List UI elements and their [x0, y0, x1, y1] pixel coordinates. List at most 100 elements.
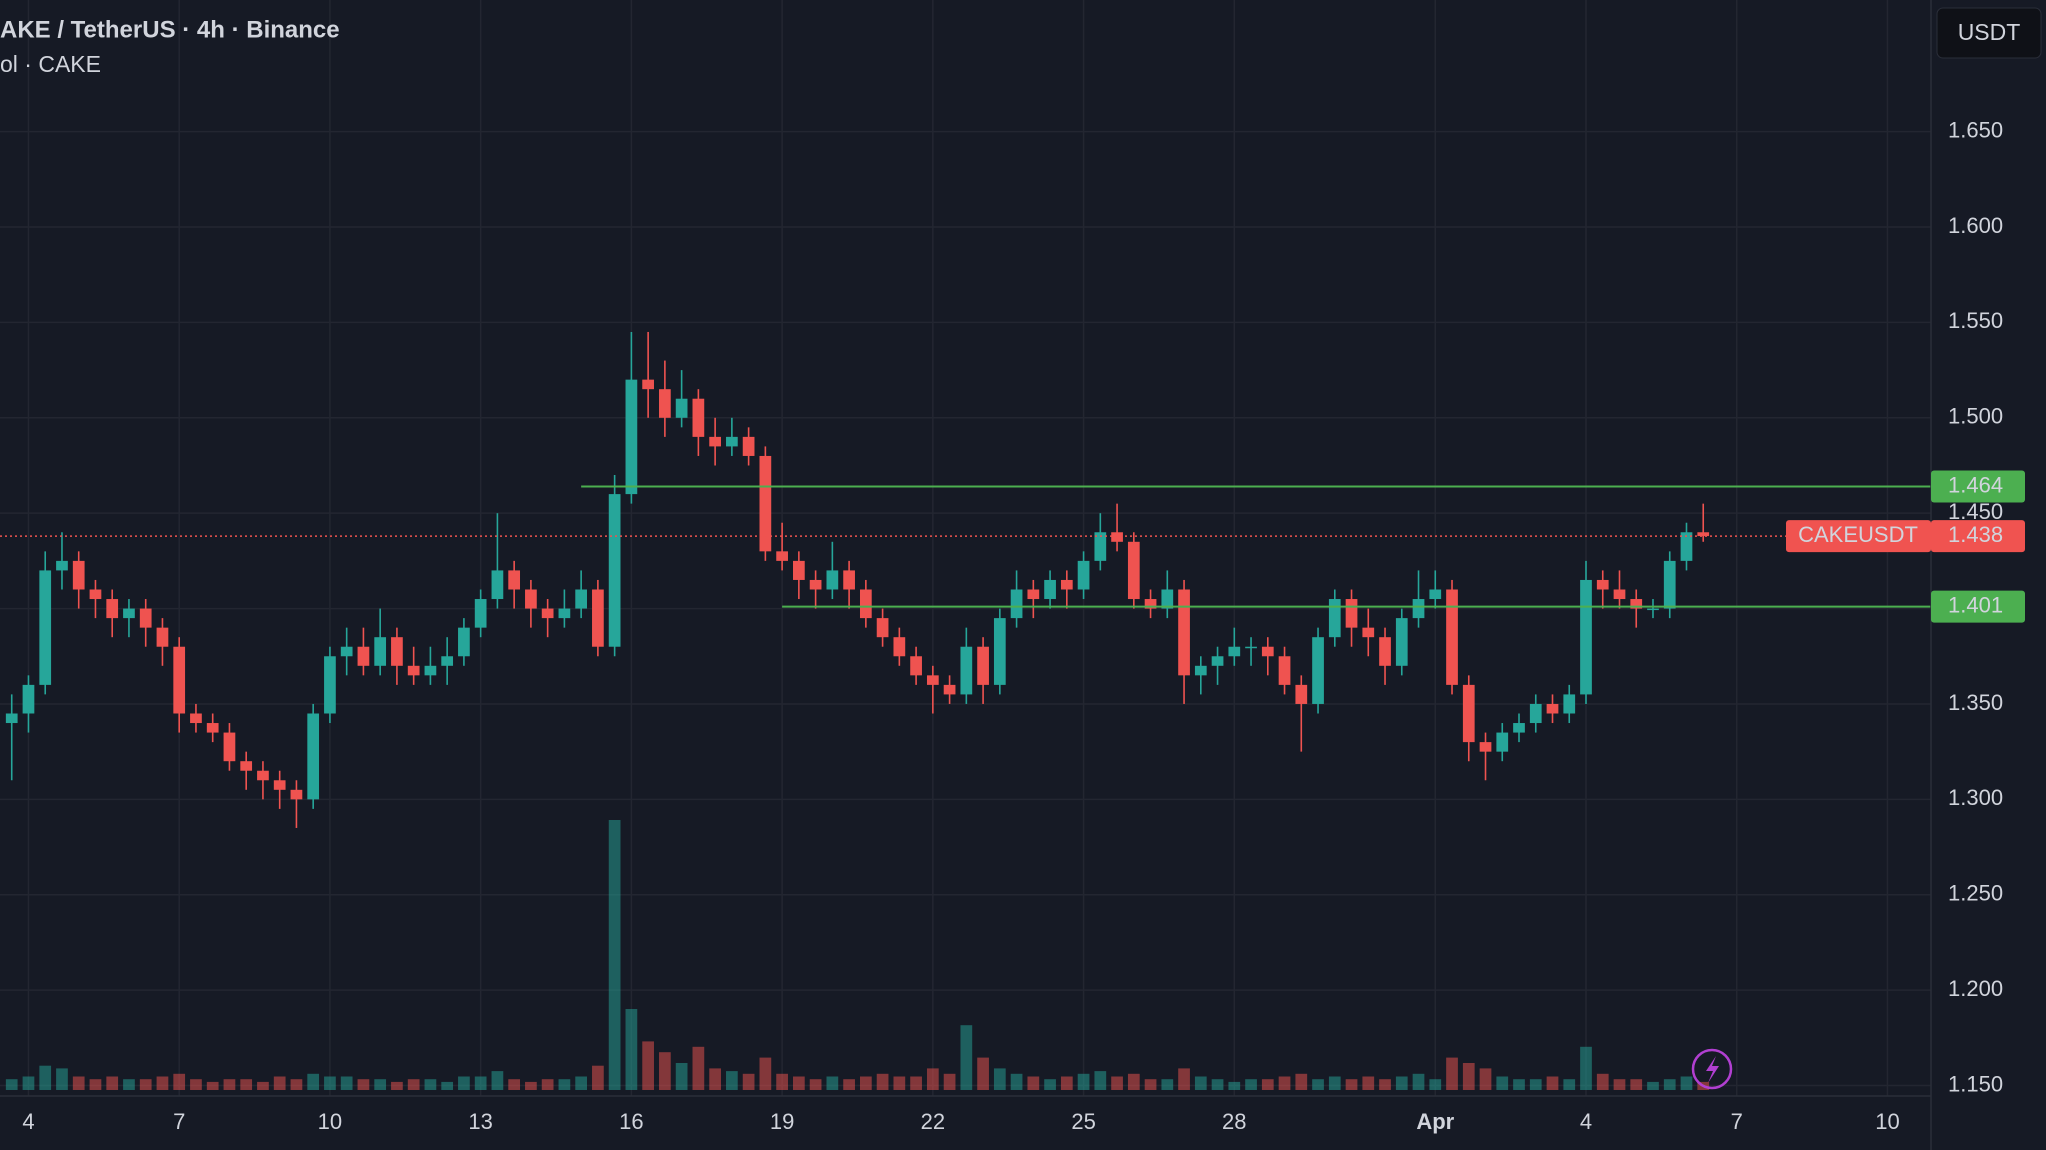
volume-bar	[1094, 1071, 1107, 1090]
candle-body	[424, 665, 437, 676]
volume-bar	[541, 1079, 554, 1090]
y-tick-label: 1.150	[1948, 1071, 2003, 1096]
candle-body	[1496, 732, 1509, 752]
candle-body	[1513, 723, 1525, 733]
volume-bar	[324, 1076, 336, 1090]
volume-bar	[1462, 1063, 1475, 1090]
candle-body	[809, 579, 822, 590]
candle-body	[1580, 579, 1592, 695]
alert-bolt	[1706, 1056, 1719, 1083]
volume-bar	[692, 1046, 705, 1090]
candle-body	[1261, 646, 1274, 657]
candle-body	[89, 589, 102, 600]
candle-body	[1144, 599, 1157, 609]
volume-bar	[525, 1081, 537, 1090]
volume-bar	[1395, 1076, 1408, 1090]
volume-bar	[1362, 1076, 1375, 1090]
x-tick-label: Apr	[1416, 1109, 1454, 1134]
volume-bar	[1563, 1079, 1576, 1090]
candle-body	[206, 723, 219, 733]
volume-bar	[558, 1079, 571, 1090]
axes: 1.1501.2001.2501.3001.3501.4001.4501.500…	[22, 117, 2025, 1134]
volume-bar	[1127, 1073, 1140, 1090]
grid	[0, 0, 1931, 1096]
candle-body	[1395, 618, 1408, 666]
volume-bar	[273, 1076, 286, 1090]
volume-bar	[1027, 1076, 1040, 1090]
volume-bar	[792, 1076, 805, 1090]
volume-bar	[1178, 1068, 1190, 1090]
candle-body	[608, 494, 621, 647]
volume-bar	[1261, 1079, 1274, 1090]
chart-subtitle: ol · CAKE	[0, 51, 101, 77]
volume-bar	[1111, 1076, 1123, 1090]
volume-bar	[575, 1076, 588, 1090]
candle-body	[508, 570, 521, 590]
y-tick-label: 1.600	[1948, 213, 2003, 238]
volume-bar	[391, 1081, 403, 1090]
volume-bar	[290, 1079, 303, 1090]
volume-bar	[1680, 1076, 1693, 1090]
candle-body	[223, 732, 236, 762]
volume-bar	[357, 1079, 370, 1090]
candle-body	[726, 436, 738, 447]
volume-bar	[1278, 1076, 1291, 1090]
candle-body	[1663, 560, 1676, 609]
candle-body	[1295, 684, 1308, 704]
volume-bar	[1663, 1079, 1676, 1090]
candle-body	[1630, 599, 1643, 609]
candle-body	[675, 398, 688, 418]
candle-body	[1479, 742, 1492, 752]
volume-bar	[1245, 1079, 1257, 1090]
last-price-label: 1.438	[1948, 522, 2003, 547]
currency-button[interactable]	[1936, 7, 2042, 59]
volume-bar	[1513, 1079, 1525, 1090]
volume-bar	[1077, 1073, 1090, 1090]
candle-body	[1362, 627, 1375, 638]
x-tick-label: 10	[1875, 1109, 1899, 1134]
volume-bar	[257, 1081, 269, 1090]
candle-body	[1127, 541, 1140, 600]
volume-bar	[1596, 1073, 1609, 1090]
x-tick-label: 25	[1071, 1109, 1095, 1134]
candle-body	[776, 551, 788, 561]
candle-body	[541, 608, 554, 619]
volume-bar	[1194, 1076, 1207, 1090]
candle-body	[659, 389, 671, 418]
candle-body	[1178, 589, 1190, 676]
candle-body	[458, 627, 470, 657]
volume-bar	[977, 1057, 989, 1090]
candle-body	[139, 608, 152, 628]
volume-bar	[56, 1068, 68, 1090]
volume-bar	[206, 1081, 219, 1090]
volume-bar	[809, 1079, 822, 1090]
candle-body	[826, 570, 839, 590]
volume-bar	[592, 1065, 604, 1090]
currency-label[interactable]: USDT	[1958, 19, 2021, 45]
candle-body	[876, 618, 889, 638]
candle-body	[56, 560, 68, 571]
candle-body	[1529, 703, 1542, 724]
alert-icon[interactable]	[1691, 1048, 1733, 1090]
candle-body	[943, 684, 956, 695]
candle-body	[558, 608, 571, 619]
candle-body	[792, 560, 805, 580]
volume-bar	[893, 1076, 906, 1090]
volume-bar	[1429, 1079, 1442, 1090]
candle-body	[926, 675, 939, 685]
volume-bar	[1295, 1073, 1308, 1090]
volume-bar	[5, 1079, 18, 1090]
volume-bar	[943, 1073, 956, 1090]
volume-bar	[1613, 1079, 1626, 1090]
volume-bar	[1446, 1057, 1458, 1090]
candle-body	[1563, 694, 1576, 714]
volume-bar	[89, 1079, 102, 1090]
volume-bar	[190, 1079, 202, 1090]
volume-bar	[441, 1081, 454, 1090]
candle-body	[240, 761, 253, 771]
candle-body	[156, 627, 169, 647]
candle-body	[592, 589, 604, 647]
volume-bar	[993, 1068, 1006, 1090]
candle-body	[1596, 579, 1609, 590]
x-tick-label: 16	[619, 1109, 643, 1134]
